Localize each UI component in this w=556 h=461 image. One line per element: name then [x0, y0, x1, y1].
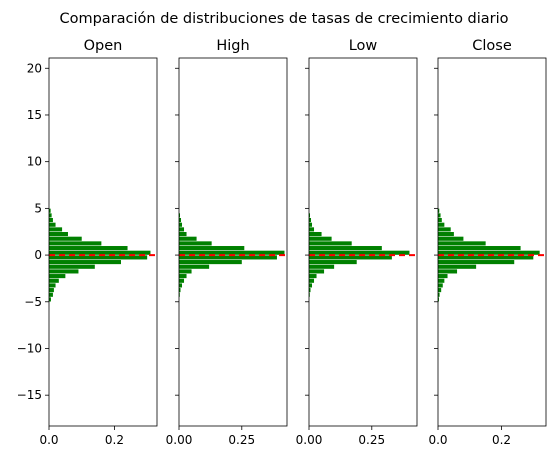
y-tick-label: 15 — [27, 108, 42, 122]
histogram-bar — [49, 269, 78, 273]
histogram-bar — [49, 246, 128, 250]
x-tick-label: 0.0 — [428, 433, 447, 447]
histogram-bar — [438, 223, 444, 227]
histogram-bar — [49, 227, 62, 231]
y-tick-label: −5 — [24, 295, 42, 309]
x-tick-label: 0.25 — [228, 433, 255, 447]
panel-title-open: Open — [84, 38, 123, 54]
histogram-bar — [309, 246, 382, 250]
histogram-bar — [179, 279, 184, 283]
histogram-bar — [179, 265, 209, 269]
y-tick-label: 0 — [34, 248, 42, 262]
histogram-bar — [179, 227, 184, 231]
y-tick-label: −15 — [17, 388, 42, 402]
histogram-bar — [309, 241, 352, 245]
histogram-bar — [438, 232, 454, 236]
y-tick-label: 5 — [34, 201, 42, 215]
histogram-bar — [49, 293, 53, 297]
histogram-bar — [49, 218, 53, 222]
panel-title-low: Low — [349, 38, 378, 54]
histogram-bar — [49, 241, 101, 245]
histogram-bar — [438, 241, 486, 245]
figure-suptitle: Comparación de distribuciones de tasas d… — [59, 11, 508, 27]
histogram-bar — [309, 279, 314, 283]
histogram-bar — [438, 227, 451, 231]
y-tick-label: −10 — [17, 341, 42, 355]
histogram-bar — [49, 288, 54, 292]
x-tick-label: 0.00 — [296, 433, 323, 447]
histogram-bar — [309, 232, 322, 236]
histogram-bar — [49, 237, 82, 241]
histogram-bar — [309, 223, 312, 227]
histogram-bar — [438, 218, 442, 222]
histogram-bar — [438, 269, 457, 273]
histogram-bar — [309, 283, 312, 287]
histogram-bar — [179, 241, 212, 245]
histogram-bar — [309, 260, 357, 264]
histogram-bar — [309, 227, 314, 231]
x-tick-label: 0.2 — [492, 433, 511, 447]
histogram-bar — [49, 279, 59, 283]
y-tick-label: 20 — [27, 61, 42, 75]
histogram-bar — [179, 232, 187, 236]
histogram-bar — [49, 274, 65, 278]
histogram-bar — [438, 260, 514, 264]
histogram-bar — [49, 223, 56, 227]
histogram-bar — [438, 288, 441, 292]
histogram-bar — [438, 279, 444, 283]
panel-title-high: High — [216, 38, 249, 54]
x-tick-label: 0.0 — [39, 433, 58, 447]
y-tick-label: 10 — [27, 155, 42, 169]
histogram-bar — [179, 246, 244, 250]
x-tick-label: 0.00 — [166, 433, 193, 447]
x-tick-label: 0.2 — [105, 433, 124, 447]
histogram-bar — [438, 283, 443, 287]
histogram-bar — [49, 265, 95, 269]
histogram-bar — [309, 274, 317, 278]
histogram-bar — [179, 260, 242, 264]
histogram-bar — [438, 246, 521, 250]
histogram-bar — [179, 274, 187, 278]
histogram-bar — [179, 269, 192, 273]
histogram-bar — [179, 223, 182, 227]
histogram-bar — [49, 260, 121, 264]
histogram-bar — [309, 265, 334, 269]
histogram-bar — [179, 283, 182, 287]
histogram-bar — [49, 283, 56, 287]
x-tick-label: 0.25 — [358, 433, 385, 447]
histogram-bar — [309, 237, 332, 241]
panel-title-close: Close — [472, 38, 512, 54]
histogram-bar — [309, 269, 324, 273]
histogram-bar — [49, 232, 68, 236]
histogram-bar — [438, 265, 476, 269]
histogram-bar — [438, 237, 463, 241]
histogram-bar — [438, 274, 448, 278]
histogram-bar — [179, 237, 197, 241]
